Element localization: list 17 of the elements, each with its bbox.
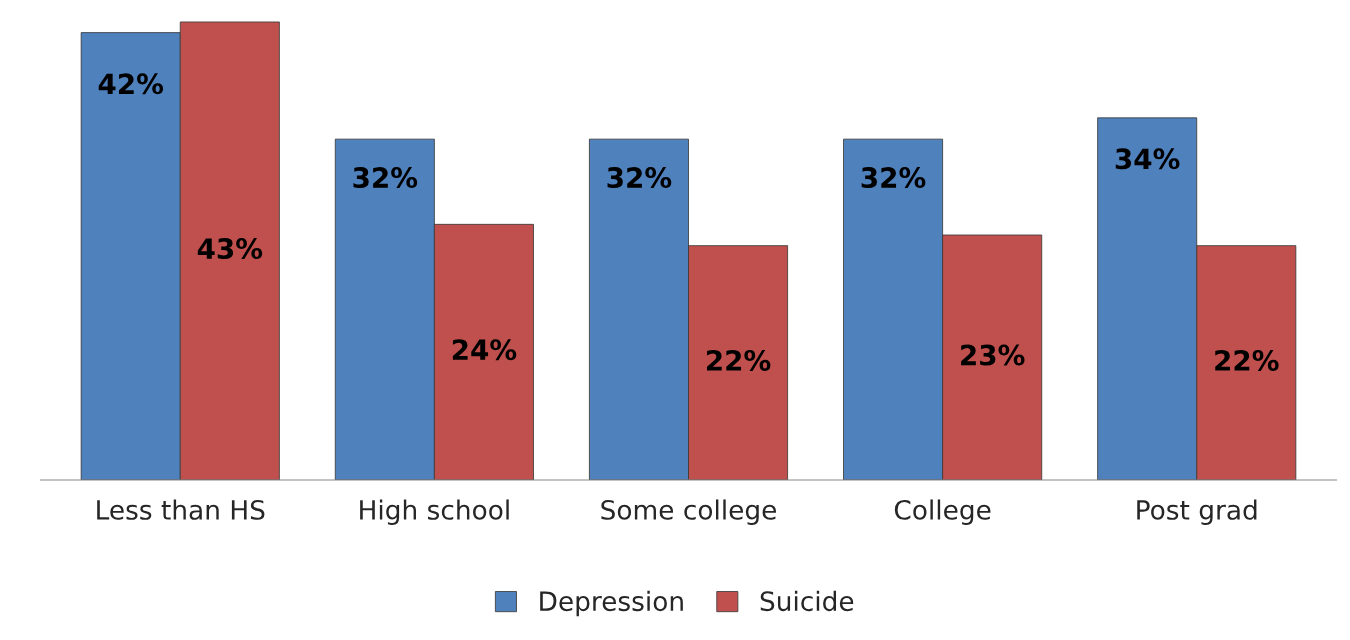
data-label: 22% [1215,349,1279,371]
data-label: 23% [961,344,1025,366]
data-label: 34% [1115,148,1180,170]
legend-label: Depression [540,590,683,617]
x-tick-label: High school [360,499,509,525]
data-label: 43% [197,238,263,260]
data-label: 42% [98,73,164,95]
data-label: 24% [452,339,517,361]
legend-label: Suicide [760,590,854,612]
x-tick-label: Some college [601,499,776,525]
x-tick-label: Post grad [1137,499,1257,525]
data-label: 22% [707,349,771,371]
x-tick-label: Less than HS [97,499,265,520]
x-tick-label: College [894,499,991,525]
data-label: 32% [607,167,672,189]
data-label: 32% [353,167,418,189]
data-label: 32% [861,167,926,189]
